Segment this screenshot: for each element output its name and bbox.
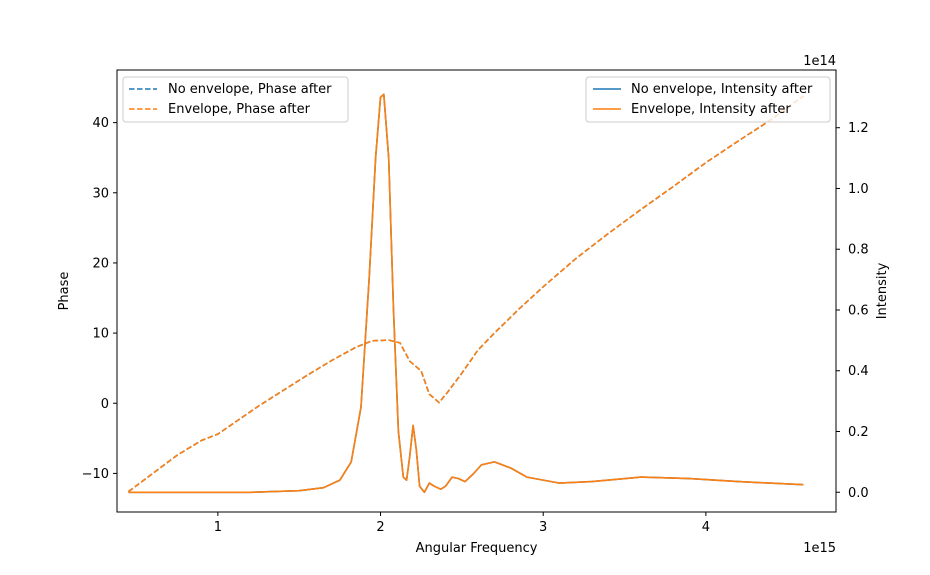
y-right-axis-label: Intensity xyxy=(875,262,890,319)
legend-right: No envelope, Intensity after Envelope, I… xyxy=(585,76,831,123)
series-line-2 xyxy=(128,93,804,494)
series-line-3 xyxy=(128,93,804,494)
y-left-axis-label: Phase xyxy=(57,272,72,311)
y-right-tick-label-1: 0.2 xyxy=(848,425,869,440)
y-right-tick-label-2: 0.4 xyxy=(848,364,869,379)
series-line-1 xyxy=(127,95,804,493)
plot-area xyxy=(127,93,804,494)
y-right-tick-label-4: 0.8 xyxy=(848,243,869,258)
y-left-tick-label-2: 10 xyxy=(92,327,109,342)
legend-left: No envelope, Phase after Envelope, Phase… xyxy=(122,76,349,123)
y-left-tick-label-1: 0 xyxy=(101,397,109,412)
y-left-tick-label-4: 30 xyxy=(92,186,109,201)
y-right-tick-label-5: 1.0 xyxy=(848,182,869,197)
y-left-tick-label-3: 20 xyxy=(92,256,109,271)
y-right-offset-label: 1e14 xyxy=(803,54,836,69)
legend-left-label-1: No envelope, Phase after xyxy=(168,82,332,97)
x-axis-label: Angular Frequency xyxy=(416,541,538,556)
x-tick-label-1: 2 xyxy=(376,520,384,535)
series-line-0 xyxy=(127,95,804,493)
axes: 1 2 3 4 −10 0 10 20 30 40 0.0 0.2 0.4 0.6 0.8 1.0 1.2 xyxy=(82,69,869,535)
y-left-tick-label-5: 40 xyxy=(92,116,109,131)
legend-right-label-1: No envelope, Intensity after xyxy=(631,82,813,97)
legend-right-box xyxy=(585,76,831,123)
x-tick-label-3: 4 xyxy=(702,520,710,535)
plot-frame xyxy=(116,69,837,513)
y-right-tick-label-6: 1.2 xyxy=(848,121,869,136)
legend-right-label-2: Envelope, Intensity after xyxy=(631,102,791,117)
y-left-tick-label-0: −10 xyxy=(82,467,109,482)
x-tick-label-2: 3 xyxy=(539,520,547,535)
x-tick-label-0: 1 xyxy=(214,520,222,535)
legend-left-label-2: Envelope, Phase after xyxy=(168,102,311,117)
y-right-tick-label-0: 0.0 xyxy=(848,486,869,501)
x-offset-label: 1e15 xyxy=(803,541,836,556)
legend-left-box xyxy=(122,76,349,123)
y-right-tick-label-3: 0.6 xyxy=(848,303,869,318)
